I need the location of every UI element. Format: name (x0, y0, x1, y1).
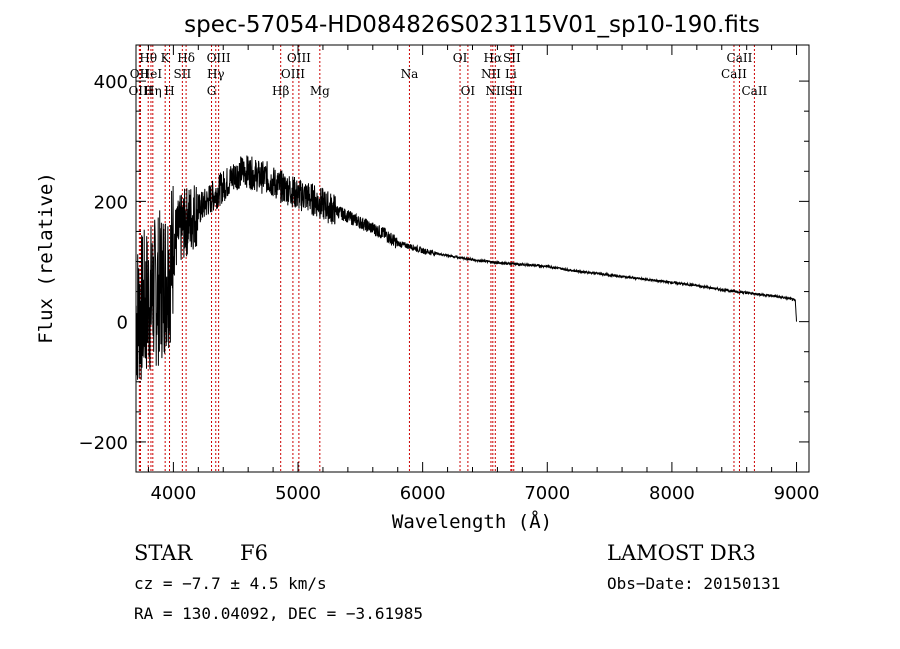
line-label-3: K (161, 51, 171, 65)
y-tick-label-200: 200 (94, 192, 128, 213)
line-label-19: Hα (484, 51, 503, 65)
x-axis-label: Wavelength (Å) (392, 510, 552, 533)
x-tick-label-7000: 7000 (524, 483, 570, 504)
line-label-16: Na (401, 67, 419, 81)
line-label-6: H (164, 84, 174, 98)
line-label-17: OI (453, 51, 468, 65)
chart-title: spec-57054-HD084826S023115V01_sp10-190.f… (184, 12, 760, 38)
line-label-26: CaII (721, 67, 747, 81)
line-label-4: HeI (140, 67, 163, 81)
line-label-23: Li (505, 67, 517, 81)
line-label-0: Hθ (139, 51, 157, 65)
redshift-text: cz = −7.7 ± 4.5 km/s (134, 574, 327, 593)
emission-line-labels: Hθ OII OIII K HeI Hη H Hδ SII OIII Hγ G OIII OIII Hβ Mg… (128, 51, 767, 98)
y-axis-ticks: −200 0 200 400 (79, 72, 809, 454)
y-tick-label--200: −200 (79, 433, 128, 454)
x-tick-label-8000: 8000 (649, 483, 695, 504)
line-label-2: OIII (128, 84, 152, 98)
emission-line-markers (138, 45, 755, 472)
line-label-14: Hβ (272, 84, 289, 98)
line-label-22: SII (503, 51, 521, 65)
line-label-10: Hγ (207, 67, 225, 81)
object-subclass: F6 (240, 541, 268, 565)
survey-name: LAMOST DR3 (607, 541, 756, 565)
line-label-15: Mg (310, 84, 330, 98)
y-axis-label: Flux (relative) (35, 172, 57, 344)
line-label-11: G (207, 84, 217, 98)
line-label-5: Hη (144, 84, 162, 98)
spectrum-line (135, 155, 797, 380)
y-tick-label-0: 0 (117, 313, 128, 334)
object-type: STAR (134, 541, 193, 565)
line-label-27: CaII (741, 84, 767, 98)
line-label-20: NII (481, 67, 501, 81)
y-tick-label-400: 400 (94, 72, 128, 93)
line-label-13: OIII (281, 67, 305, 81)
x-tick-label-5000: 5000 (275, 483, 321, 504)
coordinates: RA = 130.04092, DEC = −3.61985 (134, 604, 423, 623)
obs-date: Obs−Date: 20150131 (607, 574, 780, 593)
line-label-25: CaII (727, 51, 753, 65)
line-label-8: SII (174, 67, 192, 81)
x-axis-ticks: 4000 5000 6000 7000 8000 9000 (147, 45, 820, 504)
line-label-7: Hδ (177, 51, 195, 65)
x-tick-label-6000: 6000 (400, 483, 446, 504)
line-label-24: SII (505, 84, 523, 98)
line-label-21: NII (485, 84, 505, 98)
line-label-9: OIII (207, 51, 231, 65)
x-tick-label-4000: 4000 (150, 483, 196, 504)
line-label-12: OIII (287, 51, 311, 65)
line-label-18: OI (461, 84, 476, 98)
line-label-1: OII (130, 67, 150, 81)
x-tick-label-9000: 9000 (774, 483, 820, 504)
